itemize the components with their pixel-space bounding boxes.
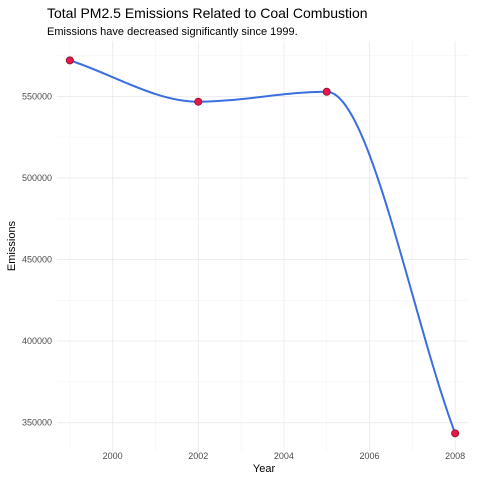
y-axis-ticks: 350000 400000 450000 500000 550000 (22, 91, 52, 427)
emissions-line (69, 59, 457, 434)
data-point (65, 56, 74, 65)
data-point (194, 97, 203, 106)
x-axis-ticks: 2000 2002 2004 2006 2008 (103, 451, 466, 461)
x-axis-title: Year (253, 463, 276, 475)
x-tick-label: 2004 (274, 451, 294, 461)
y-tick-label: 550000 (22, 91, 52, 101)
gridlines (57, 41, 468, 452)
y-axis-title: Emissions (6, 220, 18, 271)
x-tick-label: 2000 (103, 451, 123, 461)
data-point (451, 429, 460, 438)
y-tick-label: 450000 (22, 255, 52, 265)
y-tick-label: 400000 (22, 336, 52, 346)
x-tick-label: 2006 (360, 451, 380, 461)
chart-subtitle: Emissions have decreased significantly s… (47, 26, 298, 38)
chart-title: Total PM2.5 Emissions Related to Coal Co… (47, 5, 368, 21)
x-tick-label: 2002 (188, 451, 208, 461)
x-tick-label: 2008 (445, 451, 465, 461)
data-point (322, 87, 331, 96)
data-points (65, 56, 460, 438)
y-tick-label: 350000 (22, 418, 52, 428)
y-tick-label: 500000 (22, 173, 52, 183)
